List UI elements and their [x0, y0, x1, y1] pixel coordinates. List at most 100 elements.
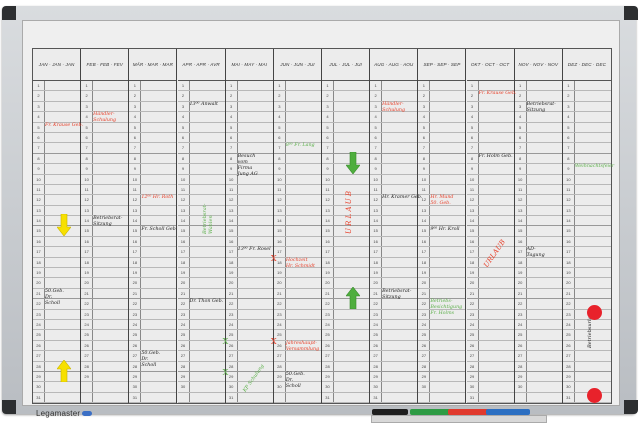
day-row[interactable]: 17 [418, 247, 466, 258]
day-row[interactable]: 3 [322, 101, 370, 113]
day-row[interactable]: 31 [322, 392, 370, 404]
day-row[interactable]: 16 [322, 236, 370, 248]
day-row[interactable]: 3 [225, 101, 273, 113]
day-row[interactable]: 22 [129, 299, 177, 310]
day-row[interactable]: 26 [562, 340, 611, 352]
day-row[interactable]: 13 [81, 205, 129, 217]
day-row[interactable]: 21 [273, 288, 321, 300]
day-row[interactable]: 6 [33, 132, 81, 144]
day-row[interactable]: 13 [33, 205, 81, 217]
day-row[interactable]: 22 [177, 299, 225, 310]
day-row[interactable]: 24 [514, 319, 562, 331]
day-row[interactable]: 23 [129, 309, 177, 320]
day-row[interactable]: 21 [370, 288, 418, 300]
day-row[interactable]: 29 [273, 371, 321, 383]
day-row[interactable]: 24 [33, 319, 81, 331]
day-row[interactable]: 30 [514, 382, 562, 393]
day-row[interactable]: 29 [129, 371, 177, 383]
day-row[interactable]: 20 [81, 278, 129, 289]
day-row[interactable]: 28 [129, 361, 177, 372]
day-row[interactable]: 25 [225, 330, 273, 341]
day-row[interactable]: 13 [466, 205, 514, 217]
day-row[interactable]: 27 [225, 351, 273, 362]
day-row[interactable]: 8 [81, 153, 129, 165]
day-row[interactable]: 6 [466, 132, 514, 144]
day-row[interactable]: 5 [370, 122, 418, 133]
day-row[interactable]: 24 [225, 319, 273, 331]
day-row[interactable]: 26 [273, 340, 321, 352]
day-row[interactable]: 23 [370, 309, 418, 320]
day-row[interactable]: 11 [129, 184, 177, 196]
day-row[interactable]: 7 [562, 143, 611, 154]
day-row[interactable]: 23 [562, 309, 611, 320]
day-row[interactable]: 21 [514, 288, 562, 300]
day-row[interactable]: 12 [177, 195, 225, 206]
day-row[interactable]: 5 [81, 122, 129, 133]
day-row[interactable]: 10 [514, 174, 562, 185]
day-row[interactable]: 22 [418, 299, 466, 310]
day-row[interactable]: 22 [81, 299, 129, 310]
day-row[interactable]: 22 [370, 299, 418, 310]
day-row[interactable]: 24 [322, 319, 370, 331]
day-row[interactable]: 27 [33, 351, 81, 362]
day-row[interactable]: 26 [322, 340, 370, 352]
red-dot-magnet[interactable] [586, 304, 602, 320]
day-row[interactable]: 10 [33, 174, 81, 185]
day-row[interactable]: 28 [562, 361, 611, 372]
day-row[interactable]: 24 [273, 319, 321, 331]
day-row[interactable]: 23 [273, 309, 321, 320]
day-row[interactable]: 3 [514, 101, 562, 113]
day-row[interactable]: 11 [177, 184, 225, 196]
day-row[interactable]: 13 [129, 205, 177, 217]
day-row[interactable]: 19 [514, 268, 562, 279]
day-row[interactable]: 17 [225, 247, 273, 258]
day-row[interactable]: 21 [562, 288, 611, 300]
day-row[interactable]: 29 [225, 371, 273, 383]
day-row[interactable]: 17 [33, 247, 81, 258]
whiteboard-marker[interactable] [486, 409, 530, 415]
day-row[interactable]: 28 [177, 361, 225, 372]
day-row[interactable]: 13 [562, 205, 611, 217]
day-row[interactable]: 20 [322, 278, 370, 289]
day-row[interactable]: 24 [418, 319, 466, 331]
day-row[interactable]: 10 [466, 174, 514, 185]
day-row[interactable]: 19 [370, 268, 418, 279]
day-row[interactable]: 7 [466, 143, 514, 154]
day-row[interactable]: 2 [33, 91, 81, 102]
day-row[interactable] [177, 392, 225, 404]
day-row[interactable]: 9 [514, 164, 562, 175]
day-row[interactable] [81, 382, 129, 393]
day-row[interactable]: 9 [129, 164, 177, 175]
day-row[interactable]: 6 [418, 132, 466, 144]
day-row[interactable]: 13 [322, 205, 370, 217]
day-row[interactable] [81, 392, 129, 404]
day-row[interactable]: 18 [466, 257, 514, 269]
day-row[interactable]: 30 [177, 382, 225, 393]
day-row[interactable]: 7 [418, 143, 466, 154]
day-row[interactable]: 11 [33, 184, 81, 196]
day-row[interactable]: 12 [418, 195, 466, 206]
day-row[interactable]: 6 [514, 132, 562, 144]
day-row[interactable]: 17 [322, 247, 370, 258]
day-row[interactable]: 26 [466, 340, 514, 352]
day-row[interactable]: 12 [225, 195, 273, 206]
day-row[interactable]: 14 [514, 216, 562, 227]
day-row[interactable]: 22 [514, 299, 562, 310]
day-row[interactable]: 7 [514, 143, 562, 154]
day-row[interactable]: 10 [418, 174, 466, 185]
day-row[interactable]: 17 [81, 247, 129, 258]
day-row[interactable]: 7 [33, 143, 81, 154]
day-row[interactable]: 1 [33, 81, 81, 92]
day-row[interactable]: 29 [370, 371, 418, 383]
day-row[interactable]: 4 [514, 112, 562, 123]
day-row[interactable]: 2 [562, 91, 611, 102]
day-row[interactable]: 20 [33, 278, 81, 289]
day-row[interactable]: 28 [418, 361, 466, 372]
day-row[interactable]: 26 [81, 340, 129, 352]
day-row[interactable]: 19 [177, 268, 225, 279]
day-row[interactable]: 27 [514, 351, 562, 362]
day-row[interactable]: 25 [273, 330, 321, 341]
day-row[interactable]: 10 [177, 174, 225, 185]
day-row[interactable]: 13 [418, 205, 466, 217]
day-row[interactable]: 3 [273, 101, 321, 113]
